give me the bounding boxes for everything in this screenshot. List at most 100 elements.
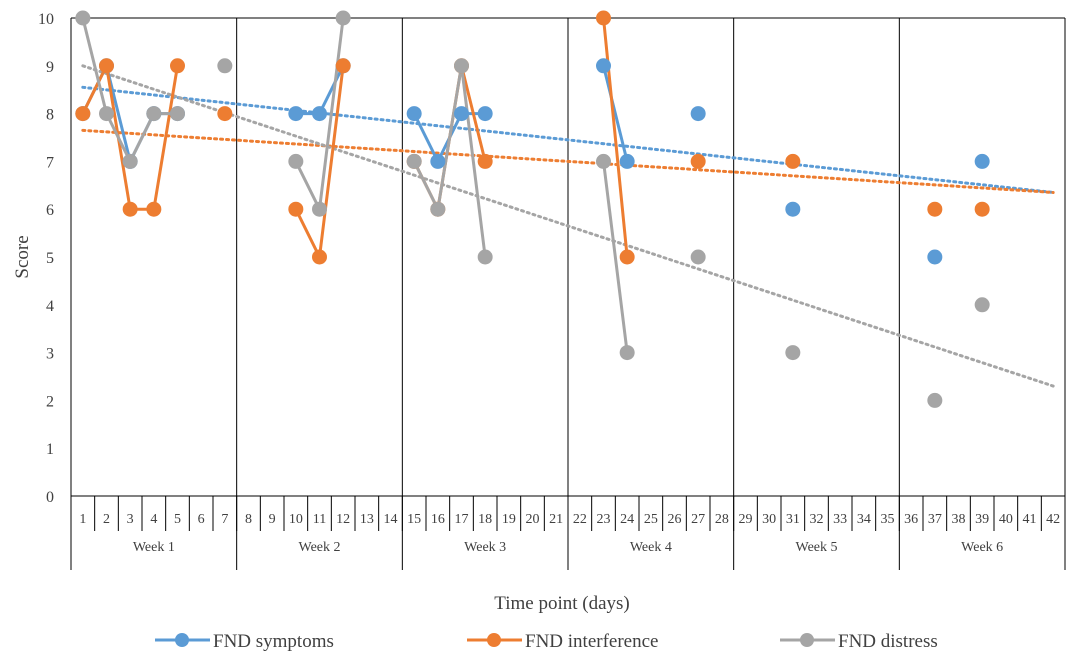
x-tick-label: 8 [245,512,252,527]
series-line-segment [152,64,179,211]
x-tick-label: 12 [336,512,350,527]
y-tick-label: 10 [38,11,54,28]
x-tick-label: 38 [952,512,966,527]
data-point [927,249,943,265]
x-tick-label: 23 [597,512,611,527]
x-tick-label: 20 [526,512,540,527]
data-point [122,201,138,217]
y-axis-ticks: 0 1 2 3 4 5 6 7 8 9 10 [38,11,54,506]
legend-swatch-marker [800,633,814,647]
data-point [406,106,422,122]
data-point [312,201,327,217]
data-point [619,249,635,265]
series-line-segment [412,112,440,163]
y-tick-label: 3 [46,346,54,363]
x-tick-label: 24 [620,512,634,527]
x-tick-label: 4 [150,512,157,527]
x-tick-label: 42 [1046,512,1060,527]
series-line-segment [436,64,463,211]
series-line-segment [318,64,345,116]
data-point [75,10,91,26]
data-point [99,106,114,122]
data-point [122,153,138,169]
x-tick-label: 7 [221,512,228,527]
y-tick-label: 8 [46,107,54,124]
data-point [785,345,801,361]
series-line-segment [602,16,629,259]
x-tick-label: 15 [407,512,421,527]
data-point [477,106,493,122]
data-point [596,10,611,26]
data-point [430,201,446,217]
series-line-segment [412,159,440,211]
series-line-segment [294,207,321,259]
week-label: Week 5 [795,540,837,555]
data-point [312,106,327,122]
data-point [217,58,233,74]
data-point [785,153,801,169]
x-tick-label: 16 [431,512,445,527]
x-tick-label: 32 [810,512,824,527]
x-tick-label: 29 [739,512,753,527]
series-line-segment [81,16,108,116]
series-line-segment [105,112,132,163]
series-line-segment [294,159,321,211]
y-tick-label: 2 [46,393,54,410]
data-point [170,106,185,122]
x-tick-label: 27 [691,512,705,527]
x-tick-label: 37 [928,512,942,527]
data-point [690,153,706,169]
x-tick-label: 35 [881,512,895,527]
data-point [454,58,469,74]
data-point [170,58,185,74]
x-tick-label: 26 [668,512,682,527]
data-point [335,10,351,26]
data-point [288,201,304,217]
data-point [312,249,327,265]
data-point [75,106,91,122]
x-axis-label: Time point (days) [494,593,629,614]
legend-label: FND distress [838,631,938,652]
data-point [974,201,990,217]
x-tick-label: 11 [313,512,326,527]
data-point [974,153,990,169]
series-line-segment [318,64,345,259]
x-tick-label: 40 [999,512,1013,527]
x-tick-label: 22 [573,512,587,527]
data-point [690,249,706,265]
series-line-segment [602,64,629,163]
data-point [477,153,493,169]
x-tick-label: 3 [127,512,134,527]
y-tick-label: 1 [46,441,54,458]
series-line-segment [602,159,629,355]
data-point [619,153,635,169]
data-point [690,106,706,122]
data-point [454,106,469,122]
series-line-segment [81,64,108,116]
x-tick-label: 34 [857,512,871,527]
legend-label: FND interference [525,631,658,652]
data-point [146,201,162,217]
y-tick-label: 0 [46,489,54,506]
x-tick-label: 31 [786,512,800,527]
week-label: Week 6 [961,540,1003,555]
legend-swatch-marker [487,633,501,647]
data-point [217,106,233,122]
x-tick-label: 1 [79,512,86,527]
series-line-segment [460,64,487,163]
x-axis-ticks: 1 2 3 4 5 6 7 8 9 10 11 12 13 14 15 16 17 18 19 20 21 22 23 24 2… [79,496,1066,531]
x-tick-label: 2 [103,512,110,527]
data-point [430,153,446,169]
legend-label: FND symptoms [213,631,334,652]
series-line-segment [460,64,487,259]
x-tick-label: 39 [975,512,989,527]
x-tick-label: 9 [269,512,276,527]
x-tick-label: 30 [762,512,776,527]
series-points [75,10,990,408]
x-tick-label: 13 [360,512,374,527]
legend-swatch-marker [175,633,189,647]
trendlines [81,64,1055,388]
trendline [81,85,1055,194]
data-point [288,153,304,169]
